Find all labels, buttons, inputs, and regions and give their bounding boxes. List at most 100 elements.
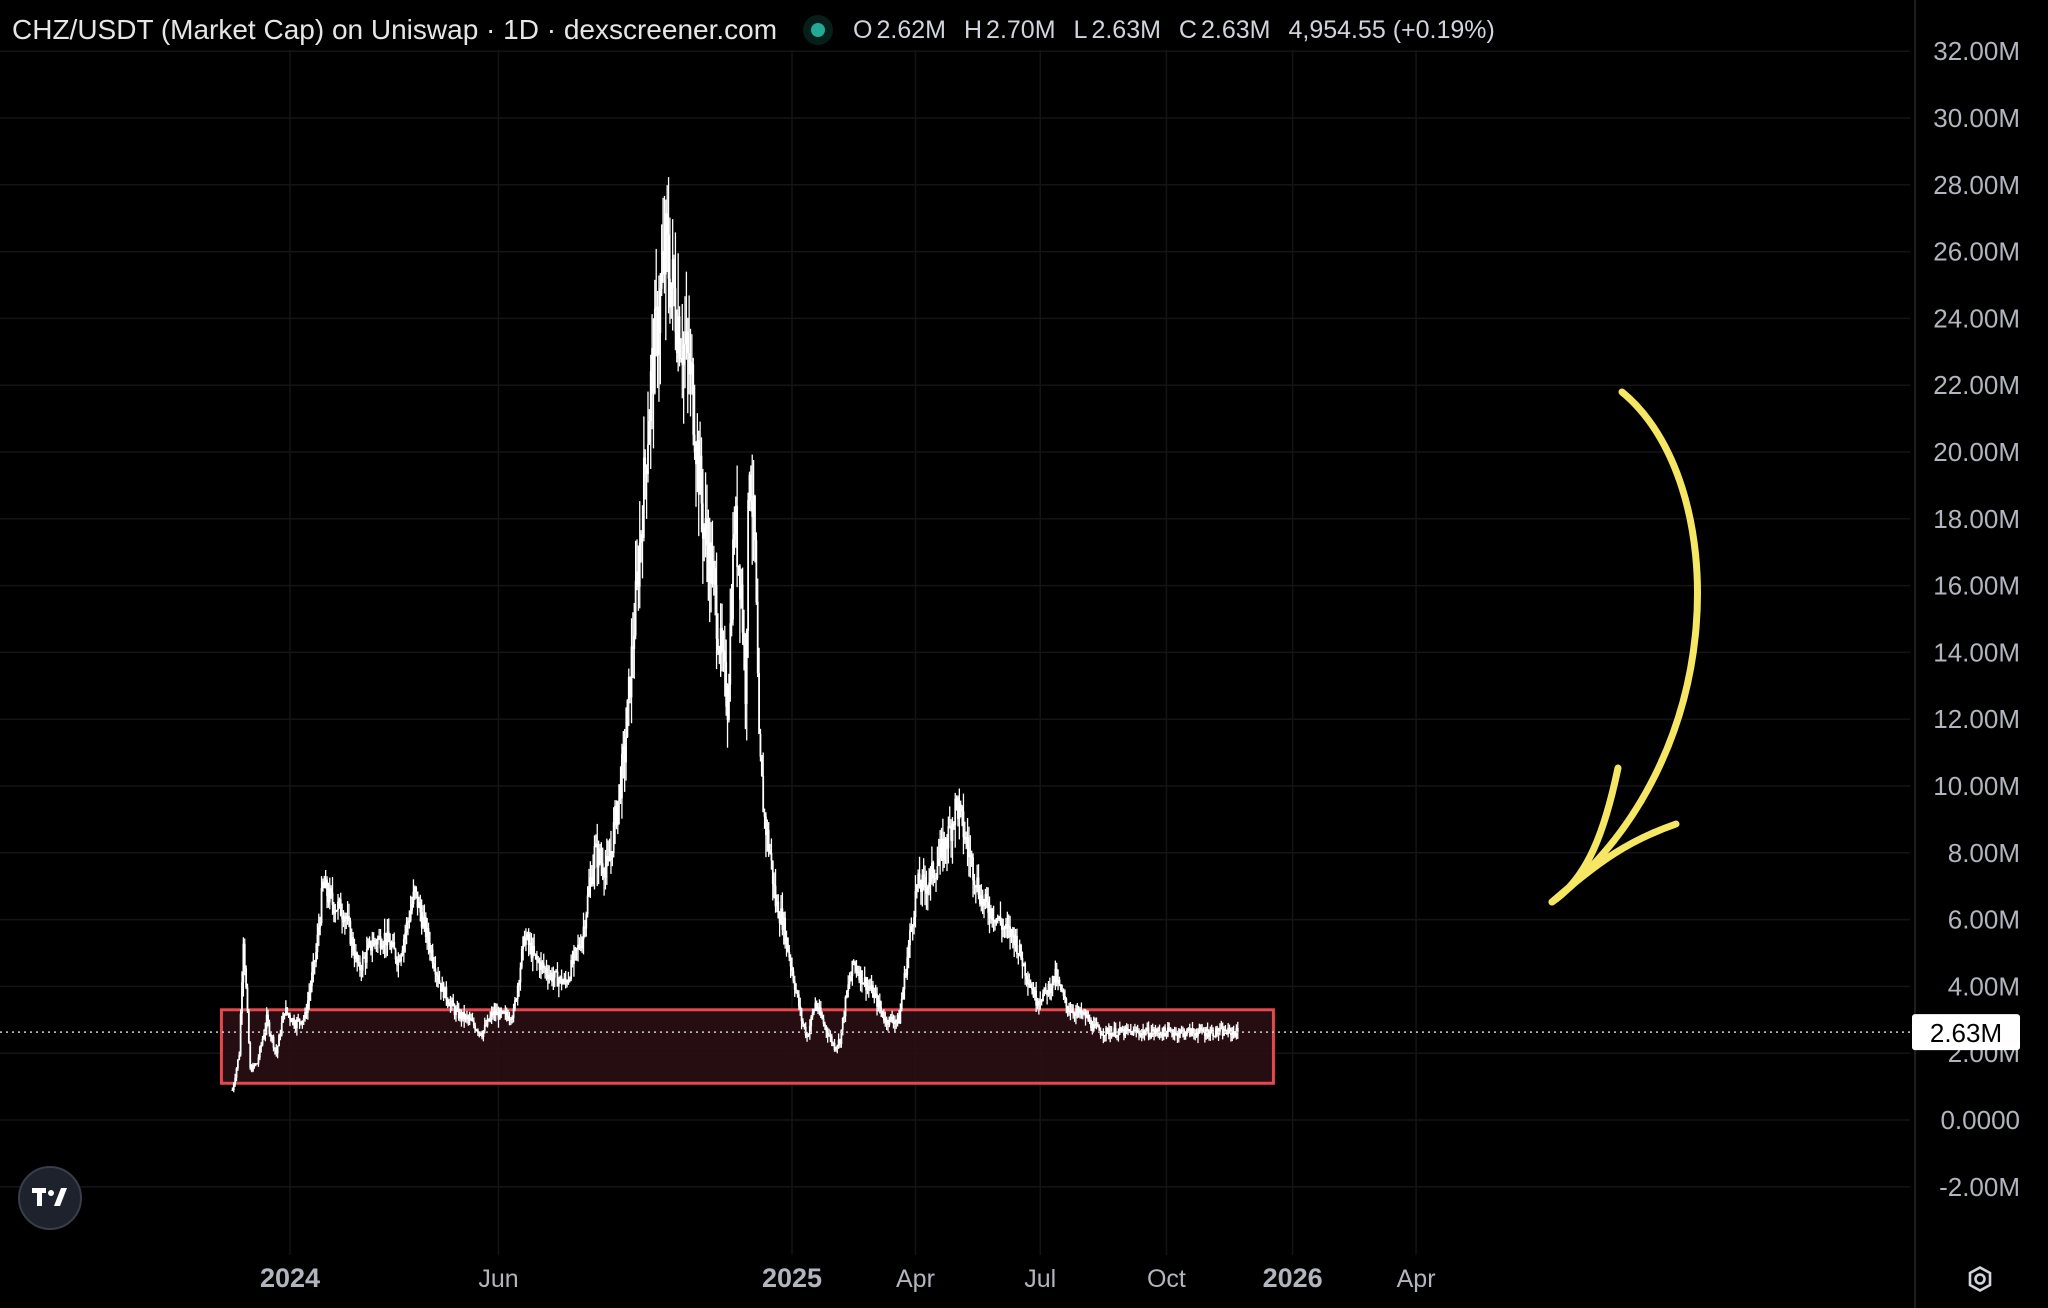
candle-body [304,1011,306,1019]
candle-body [365,949,368,963]
candle-body [360,969,363,971]
candle-body [836,1045,839,1048]
candle-body [592,868,595,885]
candle-body [869,987,872,990]
candle-body [253,1064,256,1066]
candle-body [839,1039,841,1044]
candle-body [354,953,357,959]
candle-body [1025,975,1028,980]
candle-body [937,858,940,867]
candle-body [1070,1011,1073,1013]
candle-body [1176,1031,1179,1037]
candle-body [1225,1033,1228,1035]
candle-body [353,951,356,959]
candle-body [677,316,680,353]
candle-body [1046,990,1049,996]
x-axis[interactable]: 2024 Jun 2025 Apr Jul Oct 2026 Apr [260,1263,1436,1293]
candle-body [589,877,592,887]
candle-body [1151,1029,1154,1033]
candle-body [394,949,397,960]
candle-body [1017,953,1020,955]
candle-body [782,917,785,930]
candle-body [980,895,983,905]
price-change: 4,954.55 (+0.19%) [1288,15,1495,44]
candle-body [396,959,398,966]
candle-body [696,440,699,465]
symbol-title[interactable]: CHZ/USDT (Market Cap) on Uniswap · 1D · … [12,14,778,45]
candle-body [921,874,924,892]
candle-body [645,467,648,475]
y-tick-label: 14.00M [1933,637,2020,667]
candle-body [848,981,851,985]
candle-body [439,982,442,992]
candle-body [599,848,601,861]
tradingview-logo-icon[interactable] [18,1166,82,1230]
candle-body [313,960,316,962]
candle-body [1027,979,1029,985]
candle-body [1044,987,1047,991]
annotation-arrow [1548,388,1701,906]
candle-body [1142,1030,1145,1033]
candle-body [1105,1027,1107,1036]
candle-body [323,881,326,888]
candle-body [419,902,422,913]
candle-body [389,941,392,950]
candle-body [1191,1028,1194,1033]
candle-body [844,997,847,1017]
candle-body [728,684,730,721]
y-tick-label: 6.00M [1948,905,2020,935]
candle-body [1118,1027,1121,1032]
candle-body [1109,1032,1112,1036]
candle-body [497,1012,500,1020]
candle-body [931,862,933,870]
candle-body [352,936,354,952]
candle-body [246,987,249,1012]
candle-body [754,495,756,541]
candle-body [1081,1013,1084,1015]
candle-body [267,1014,269,1023]
candle-body [626,700,629,738]
candle-body [887,1023,889,1025]
candle-body [808,1026,811,1035]
candle-body [806,1035,808,1037]
candle-body [1172,1033,1175,1036]
candle-body [902,989,904,999]
candle-body [1182,1030,1184,1032]
candle-body [464,1015,467,1020]
support-zone-rect [219,1008,1275,1085]
candle-body [525,937,527,945]
candle-body [1183,1030,1186,1037]
candle-body [910,926,913,931]
candle-body [680,358,682,360]
candle-body [829,1035,832,1037]
gear-icon[interactable] [1963,1262,1997,1296]
candle-body [658,333,660,356]
candle-body [1214,1027,1217,1037]
candle-body [431,949,434,964]
candle-body [467,1016,470,1020]
candle-body [478,1032,481,1034]
candle-body [278,1035,280,1047]
candle-body [527,934,530,945]
candle-body [571,959,574,964]
y-tick-label: 12.00M [1933,704,2020,734]
candle-body [766,829,769,836]
x-tick-label: Oct [1147,1265,1186,1293]
candle-body [1212,1029,1214,1037]
candle-body [1143,1030,1146,1035]
candle-body [402,939,405,951]
y-axis[interactable]: 32.00M 30.00M 28.00M 26.00M 24.00M 22.00M 20.0… [1912,36,2020,1202]
candle-body [870,985,873,990]
candle-body [756,601,759,674]
candle-body [1128,1029,1131,1032]
candle-body [803,1024,806,1028]
candle-body [300,1021,302,1024]
candle-body [560,976,563,985]
candle-body [316,934,319,953]
candle-body [777,901,780,919]
candle-body [319,922,322,928]
candle-body [460,1011,463,1019]
candle-body [815,1002,818,1008]
candle-body [542,963,545,968]
